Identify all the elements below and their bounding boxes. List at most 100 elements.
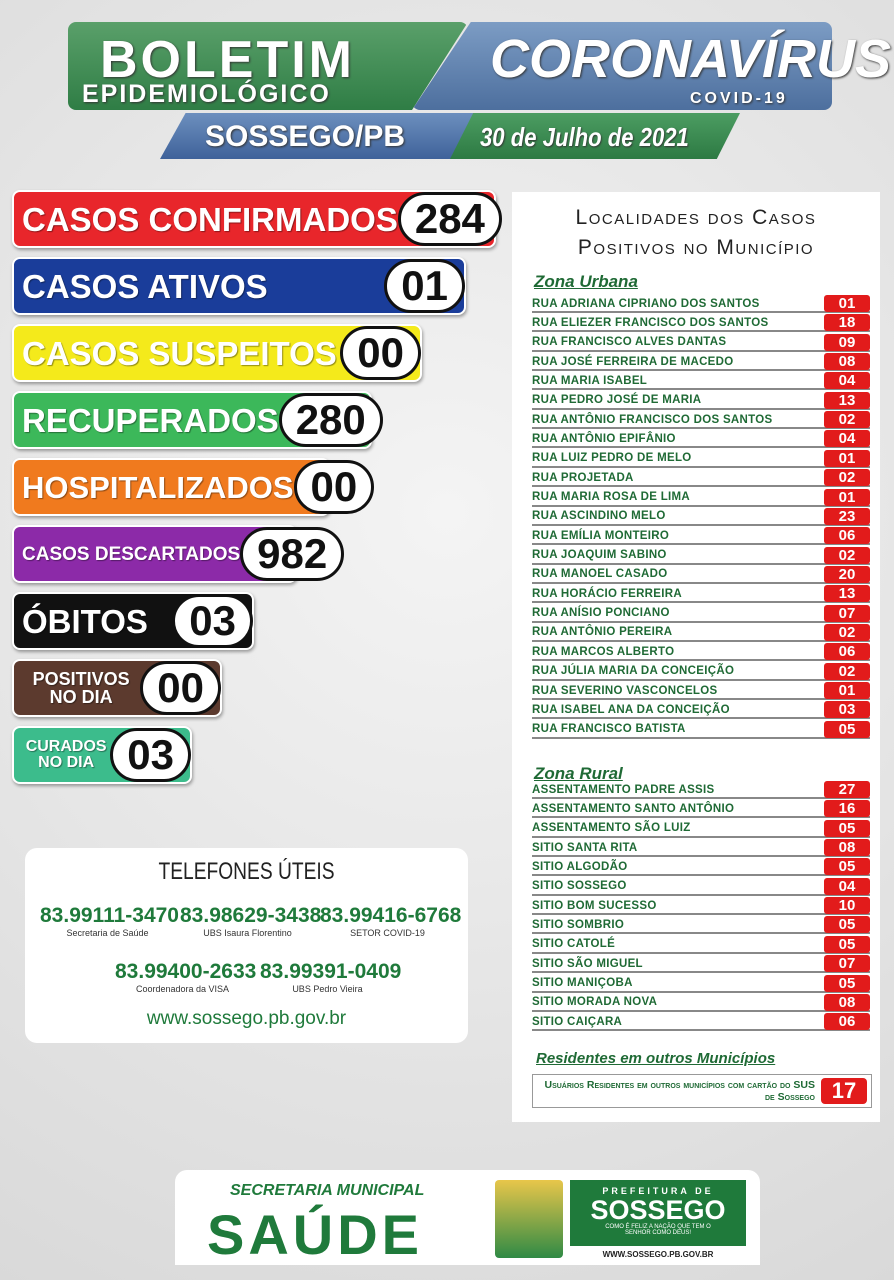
location-name: RUA ANÍSIO PONCIANO	[532, 607, 670, 620]
stat-box: POSITIVOS NO DIA 00	[12, 659, 222, 717]
location-name: ASSENTAMENTO SÃO LUIZ	[532, 822, 691, 835]
phones-box: TELEFONES ÚTEIS www.sossego.pb.gov.br 83…	[25, 848, 468, 1043]
stat-box: CASOS ATIVOS 01	[12, 257, 466, 315]
stat-label-line: CASOS SUSPEITOS	[22, 334, 337, 372]
stat-label-line: RECUPERADOS	[22, 401, 279, 439]
location-count: 04	[824, 877, 870, 895]
location-name: RUA MARCOS ALBERTO	[532, 645, 675, 658]
location-count: 02	[824, 546, 870, 564]
location-row: RUA ANTÔNIO FRANCISCO DOS SANTOS 02	[532, 411, 870, 430]
location-name: RUA ASCINDINO MELO	[532, 510, 666, 523]
stat-label-line: CASOS ATIVOS	[22, 267, 268, 305]
logo-prefeitura: PREFEITURA DE	[602, 1186, 714, 1196]
location-name: RUA JOAQUIM SABINO	[532, 549, 667, 562]
location-count: 23	[824, 507, 870, 525]
location-count: 06	[824, 527, 870, 545]
phone-number: 83.99111-3470	[40, 904, 179, 927]
stat-label: CASOS CONFIRMADOS	[14, 203, 398, 236]
location-row: RUA ASCINDINO MELO 23	[532, 507, 870, 526]
other-text: Usuários Residentes em outros municípios…	[544, 1079, 816, 1103]
location-name: SITIO CAIÇARA	[532, 1015, 623, 1028]
footer-secretaria: SECRETARIA MUNICIPAL	[230, 1182, 425, 1199]
location-count: 02	[824, 411, 870, 429]
location-name: ASSENTAMENTO SANTO ANTÔNIO	[532, 802, 735, 815]
location-row: RUA MARIA ROSA DE LIMA 01	[532, 488, 870, 507]
header-date-band	[450, 113, 740, 159]
location-row: SITIO MANIÇOBA 05	[532, 974, 870, 993]
location-count: 01	[824, 682, 870, 699]
location-name: RUA ADRIANA CIPRIANO DOS SANTOS	[532, 297, 760, 310]
location-row: RUA FRANCISCO BATISTA 05	[532, 720, 870, 739]
phone-label: UBS Pedro Vieira	[292, 984, 363, 994]
stat-label-line: POSITIVOS	[32, 669, 130, 689]
location-name: RUA FRANCISCO ALVES DANTAS	[532, 336, 727, 349]
location-name: SITIO SOSSEGO	[532, 880, 627, 893]
stat-box: CASOS CONFIRMADOS 284	[12, 190, 502, 248]
stat-label: CASOS ATIVOS	[14, 270, 384, 303]
coat-of-arms	[495, 1180, 563, 1258]
location-count: 05	[824, 819, 870, 837]
location-name: SITIO MORADA NOVA	[532, 996, 658, 1009]
location-count: 09	[824, 333, 870, 351]
location-row: RUA JÚLIA MARIA DA CONCEIÇÃO 02	[532, 662, 870, 681]
location-name: RUA EMÍLIA MONTEIRO	[532, 529, 670, 542]
location-row: RUA ANÍSIO PONCIANO 07	[532, 604, 870, 623]
logo-sossego: SOSSEGO	[590, 1195, 726, 1225]
location-name: RUA MARIA ISABEL	[532, 374, 648, 387]
covid-subtitle: COVID-19	[690, 90, 788, 107]
stat-value: 280	[278, 393, 383, 447]
stat-label: CASOS DESCARTADOS	[14, 545, 240, 564]
location-name: SITIO SÃO MIGUEL	[532, 957, 643, 970]
website: www.sossego.pb.gov.br	[146, 1008, 347, 1029]
location-row: SITIO SÃO MIGUEL 07	[532, 955, 870, 974]
logo-motto: COMO É FELIZ A NAÇÃO QUE TEM O SENHOR CO…	[605, 1224, 711, 1236]
covid-title: CORONAVÍRUS	[490, 29, 892, 89]
phone-entry: 83.99400-2633 Coordenadora da VISA	[115, 960, 257, 994]
location-name: RUA FRANCISCO BATISTA	[532, 723, 686, 736]
location-row: RUA ISABEL ANA DA CONCEIÇÃO 03	[532, 701, 870, 720]
date: 30 de Julho de 2021	[480, 122, 689, 152]
location-count: 01	[824, 449, 870, 467]
location-name: RUA PROJETADA	[532, 471, 634, 484]
stat-value: 982	[240, 527, 345, 581]
phone-label: SETOR COVID-19	[350, 928, 425, 938]
stat-box: HOSPITALIZADOS 00	[12, 458, 375, 516]
location-name: RUA JÚLIA MARIA DA CONCEIÇÃO	[532, 665, 735, 678]
location-count: 08	[824, 839, 870, 857]
location-row: RUA ELIEZER FRANCISCO DOS SANTOS 18	[532, 314, 870, 333]
location-row: SITIO BOM SUCESSO 10	[532, 897, 870, 916]
location-row: RUA EMÍLIA MONTEIRO 06	[532, 527, 870, 546]
location-count: 06	[824, 643, 870, 661]
location-count: 13	[824, 585, 870, 603]
location-row: SITIO ALGODÃO 05	[532, 858, 870, 877]
stat-value: 01	[384, 259, 465, 313]
phone-number: 83.98629-3438	[180, 904, 322, 927]
zone-heading: Residentes em outros Municípios	[536, 1050, 776, 1067]
stat-label-line: CASOS CONFIRMADOS	[22, 200, 398, 238]
location-row: ASSENTAMENTO SÃO LUIZ 05	[532, 819, 870, 838]
location-count: 05	[824, 935, 870, 953]
location-name: RUA JOSÉ FERREIRA DE MACEDO	[532, 355, 734, 368]
location-row: RUA LUIZ PEDRO DE MELO 01	[532, 449, 870, 468]
stat-value: 00	[340, 326, 421, 380]
location-row: SITIO SOSSEGO 04	[532, 877, 870, 896]
panel-title: Localidades dos Casos	[575, 206, 817, 229]
location-row: SITIO CATOLÉ 05	[532, 935, 870, 954]
stat-label-line: NO DIA	[38, 754, 95, 771]
location-count: 04	[824, 430, 870, 448]
phone-number: 83.99400-2633	[115, 960, 257, 983]
stat-label-line: HOSPITALIZADOS	[22, 469, 294, 505]
stat-box: ÓBITOS 03	[12, 592, 254, 650]
locations-panel: Localidades dos Casos Positivos no Munic…	[512, 192, 880, 1122]
location-count: 07	[824, 604, 870, 622]
location-name: RUA MARIA ROSA DE LIMA	[532, 491, 691, 503]
location-name: SITIO MANIÇOBA	[532, 977, 633, 989]
logo-url: WWW.SOSSEGO.PB.GOV.BR	[602, 1250, 714, 1259]
stat-label: RECUPERADOS	[14, 404, 279, 437]
location-row: SITIO SANTA RITA 08	[532, 839, 870, 858]
phone-label: UBS Isaura Florentino	[203, 928, 292, 938]
zone-heading: Zona Rural	[534, 764, 623, 783]
location-name: SITIO CATOLÉ	[532, 938, 616, 951]
location-count: 18	[824, 314, 870, 332]
